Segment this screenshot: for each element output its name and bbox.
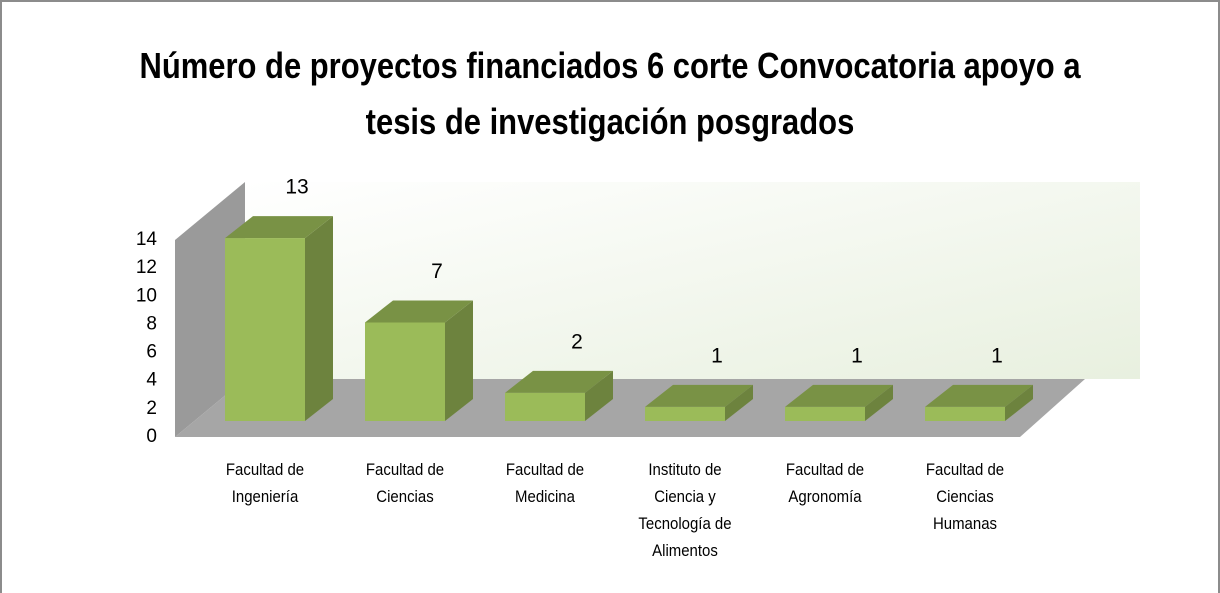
bar-top [645,384,753,407]
bar [225,238,305,421]
y-tick-label: 8 [146,313,157,334]
bar-side [445,300,473,421]
x-tick-label: Instituto de Ciencia y Tecnología de Ali… [638,460,732,560]
y-tick-label: 0 [146,426,157,447]
bar-top [225,216,333,239]
x-tick-label: Facultad de Agronomía [785,460,865,506]
bar-top [365,300,473,323]
value-label: 1 [851,344,863,367]
chart-title: Número de proyectos financiados 6 corte … [139,45,1081,142]
value-label: 1 [991,344,1003,367]
value-label: 13 [285,176,308,199]
bar [365,322,445,421]
bar-top [505,370,613,393]
y-tick-label: 2 [146,398,157,419]
bar [505,392,585,421]
bar [925,406,1005,421]
bar [785,406,865,421]
y-tick-label: 6 [146,342,157,363]
x-tick-label: Facultad de Ingeniería [225,460,305,506]
y-tick-label: 12 [136,257,157,278]
x-tick-label: Facultad de Ciencias [365,460,445,506]
y-tick-label: 10 [136,285,157,306]
bar-side [865,384,893,421]
bar-top [925,384,1033,407]
bar-side [725,384,753,421]
value-label: 7 [431,260,443,283]
bar-top [785,384,893,407]
x-tick-label: Facultad de Ciencias Humanas [925,460,1005,533]
bar [645,406,725,421]
x-tick-label: Facultad de Medicina [505,460,585,506]
bar-side [1005,384,1033,421]
bar-side [305,216,333,421]
y-tick-label: 14 [136,229,158,250]
bar-side [585,370,613,421]
value-label: 2 [571,330,583,353]
value-label: 1 [711,344,723,367]
y-tick-label: 4 [146,370,157,391]
